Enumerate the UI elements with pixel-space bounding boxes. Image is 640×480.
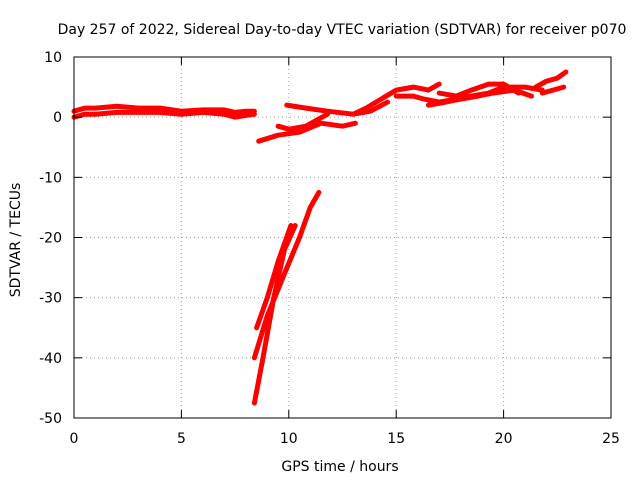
x-ticks: 0 5 10 15 20 25 [70,57,620,447]
series-track-3 [284,99,391,117]
y-tick-label: -50 [39,411,62,427]
x-tick-label: 5 [177,431,186,447]
series-track-2 [71,109,257,120]
series-track-9 [539,84,567,96]
x-tick-label: 0 [70,431,79,447]
y-tick-label: -20 [39,231,62,247]
y-tick-label: -40 [39,351,62,367]
y-axis-label: SDTVAR / TECUs [8,183,24,298]
x-tick-label: 10 [280,431,298,447]
x-tick-label: 20 [495,431,513,447]
series-track-14 [254,223,294,331]
series-track-13 [251,189,322,361]
series-track-8 [533,69,569,90]
y-ticks: 10 0 -10 -20 -30 -40 -50 [39,50,611,427]
series-track-6 [436,81,522,99]
series-track-1 [71,103,257,115]
y-tick-label: -10 [39,170,62,186]
series-track-11 [275,111,330,132]
series-group [71,69,569,406]
series-track-10 [256,120,358,144]
series-track-4 [350,81,442,117]
y-tick-label: 0 [53,110,62,126]
x-tick-label: 25 [602,431,620,447]
grid [74,57,611,418]
y-tick-label: -30 [39,291,62,307]
series-track-7 [425,87,534,108]
y-tick-label: 10 [44,50,62,66]
chart-title: Day 257 of 2022, Sidereal Day-to-day VTE… [58,22,627,38]
x-tick-label: 15 [387,431,405,447]
x-axis-label: GPS time / hours [281,459,398,475]
